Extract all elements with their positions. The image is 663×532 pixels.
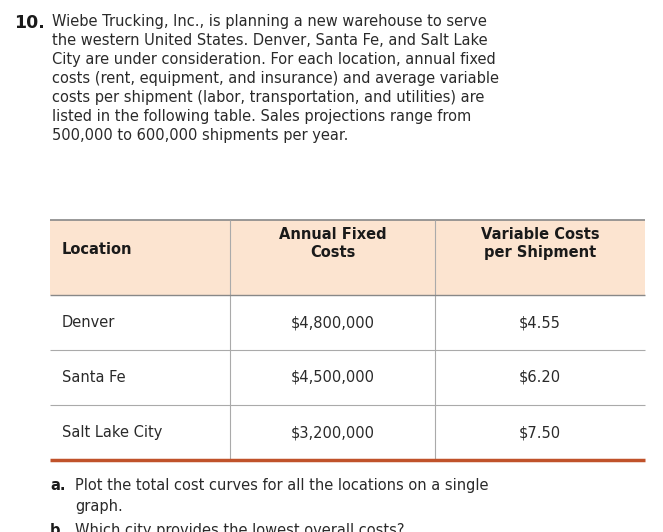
Text: Denver: Denver xyxy=(62,315,115,330)
Text: costs per shipment (labor, transportation, and utilities) are: costs per shipment (labor, transportatio… xyxy=(52,90,485,105)
Text: City are under consideration. For each location, annual fixed: City are under consideration. For each l… xyxy=(52,52,496,67)
Text: $4,800,000: $4,800,000 xyxy=(290,315,375,330)
Bar xyxy=(50,220,645,295)
Text: the western United States. Denver, Santa Fe, and Salt Lake: the western United States. Denver, Santa… xyxy=(52,33,487,48)
Text: Salt Lake City: Salt Lake City xyxy=(62,425,162,440)
Text: $4,500,000: $4,500,000 xyxy=(290,370,375,385)
Text: Variable Costs
per Shipment: Variable Costs per Shipment xyxy=(481,227,599,260)
Text: a.: a. xyxy=(50,478,66,493)
Text: Which city provides the lowest overall costs?: Which city provides the lowest overall c… xyxy=(75,523,404,532)
Text: Location: Location xyxy=(62,242,133,257)
Text: b.: b. xyxy=(50,523,66,532)
Text: costs (rent, equipment, and insurance) and average variable: costs (rent, equipment, and insurance) a… xyxy=(52,71,499,86)
Text: $4.55: $4.55 xyxy=(519,315,561,330)
Text: 10.: 10. xyxy=(14,14,44,32)
Text: Santa Fe: Santa Fe xyxy=(62,370,125,385)
Text: Plot the total cost curves for all the locations on a single
graph.: Plot the total cost curves for all the l… xyxy=(75,478,489,514)
Text: 500,000 to 600,000 shipments per year.: 500,000 to 600,000 shipments per year. xyxy=(52,128,348,143)
Text: $6.20: $6.20 xyxy=(519,370,561,385)
Text: listed in the following table. Sales projections range from: listed in the following table. Sales pro… xyxy=(52,109,471,124)
Text: Annual Fixed
Costs: Annual Fixed Costs xyxy=(278,227,387,260)
Text: Wiebe Trucking, Inc., is planning a new warehouse to serve: Wiebe Trucking, Inc., is planning a new … xyxy=(52,14,487,29)
Text: $3,200,000: $3,200,000 xyxy=(290,425,375,440)
Text: $7.50: $7.50 xyxy=(519,425,561,440)
